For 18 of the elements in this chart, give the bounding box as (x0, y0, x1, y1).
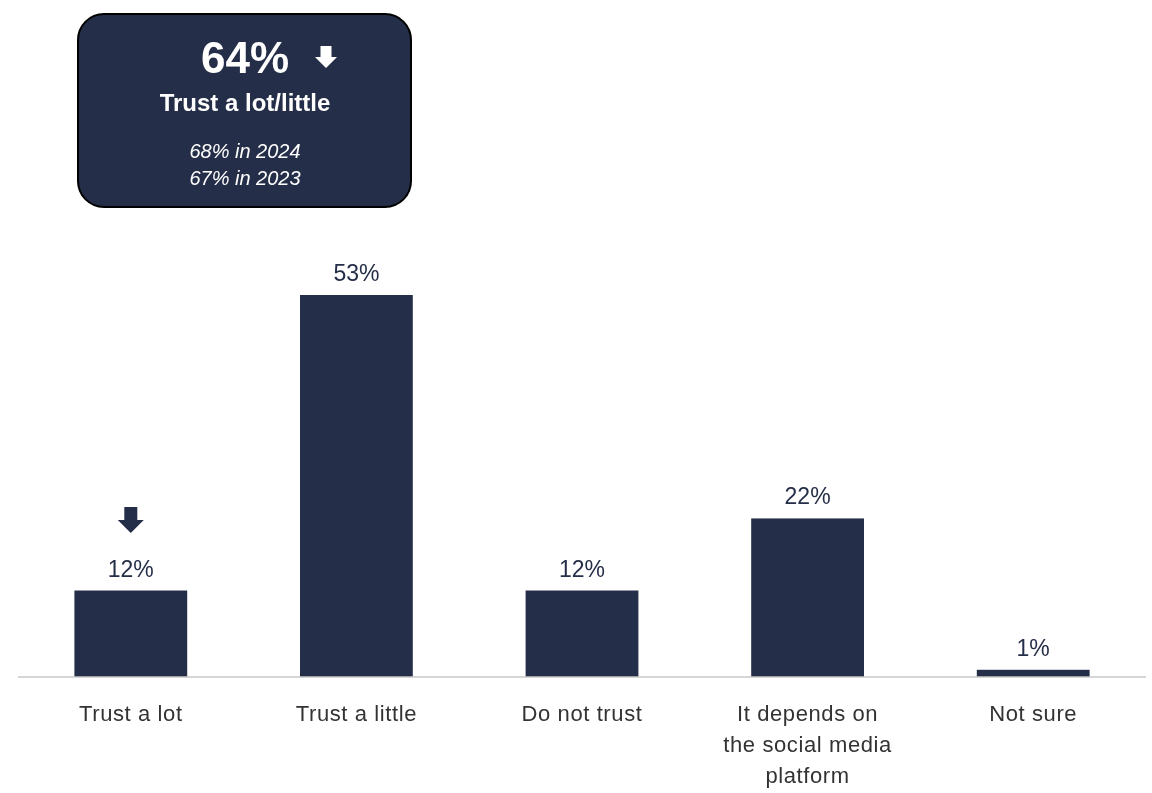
bar (525, 590, 639, 677)
bar (300, 295, 413, 677)
x-tick-label: It depends on the social media platform (723, 701, 893, 788)
text: 68% in 2024 (189, 140, 301, 162)
x-tick-label: Do not trust (521, 701, 643, 726)
data-label: 12% (558, 555, 606, 582)
text: 64% (200, 33, 290, 82)
x-tick-label: Not sure (989, 701, 1078, 726)
text: Trust a lot/little (159, 89, 331, 116)
x-tick-label: Trust a lot (79, 701, 183, 726)
data-label: 12% (107, 555, 154, 582)
text: 67% in 2023 (189, 167, 301, 189)
data-label: 1% (1016, 634, 1050, 661)
data-label: 22% (784, 483, 831, 510)
x-tick-label: Trust a little (295, 701, 418, 726)
bar (74, 590, 188, 677)
bar (751, 518, 864, 677)
data-label: 53% (333, 260, 380, 286)
